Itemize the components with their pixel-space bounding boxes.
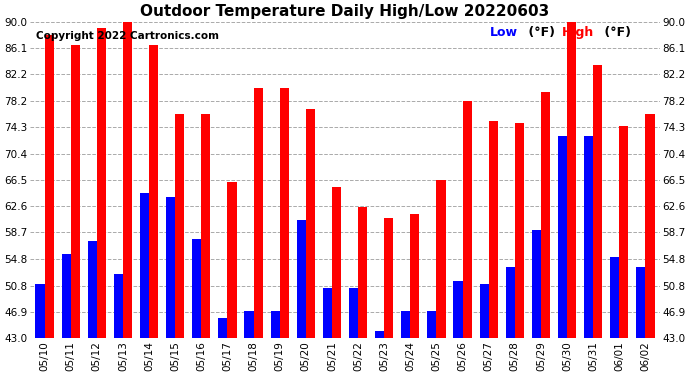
Bar [349,288,358,375]
Bar [166,197,175,375]
Bar [620,126,629,375]
Bar [123,22,132,375]
Bar [270,311,279,375]
Bar [515,123,524,375]
Bar [306,109,315,375]
Bar [411,214,420,375]
Bar [218,318,228,375]
Bar [228,182,237,375]
Text: (°F): (°F) [524,27,555,39]
Bar [636,267,645,375]
Bar [201,114,210,375]
Bar [244,311,253,375]
Bar [437,180,446,375]
Bar [558,136,567,375]
Bar [480,284,489,375]
Bar [532,231,541,375]
Bar [610,257,620,375]
Bar [114,274,123,375]
Bar [175,114,184,375]
Bar [427,311,437,375]
Title: Outdoor Temperature Daily High/Low 20220603: Outdoor Temperature Daily High/Low 20220… [140,4,550,19]
Bar [61,254,70,375]
Bar [401,311,411,375]
Bar [253,88,263,375]
Bar [358,207,367,375]
Bar [506,267,515,375]
Bar [462,101,472,375]
Bar [297,220,306,375]
Bar [593,66,602,375]
Text: (°F): (°F) [600,27,631,39]
Bar [645,114,655,375]
Bar [149,45,158,375]
Bar [584,136,593,375]
Bar [323,288,332,375]
Text: Low: Low [490,27,518,39]
Bar [193,238,201,375]
Bar [332,187,341,375]
Bar [279,88,289,375]
Bar [140,194,149,375]
Bar [489,122,497,375]
Bar [88,240,97,375]
Bar [567,22,576,375]
Text: Copyright 2022 Cartronics.com: Copyright 2022 Cartronics.com [37,31,219,41]
Bar [384,218,393,375]
Bar [541,92,550,375]
Bar [453,281,462,375]
Bar [45,35,54,375]
Bar [70,45,80,375]
Text: High: High [562,27,595,39]
Bar [35,284,45,375]
Bar [375,332,384,375]
Bar [97,28,106,375]
